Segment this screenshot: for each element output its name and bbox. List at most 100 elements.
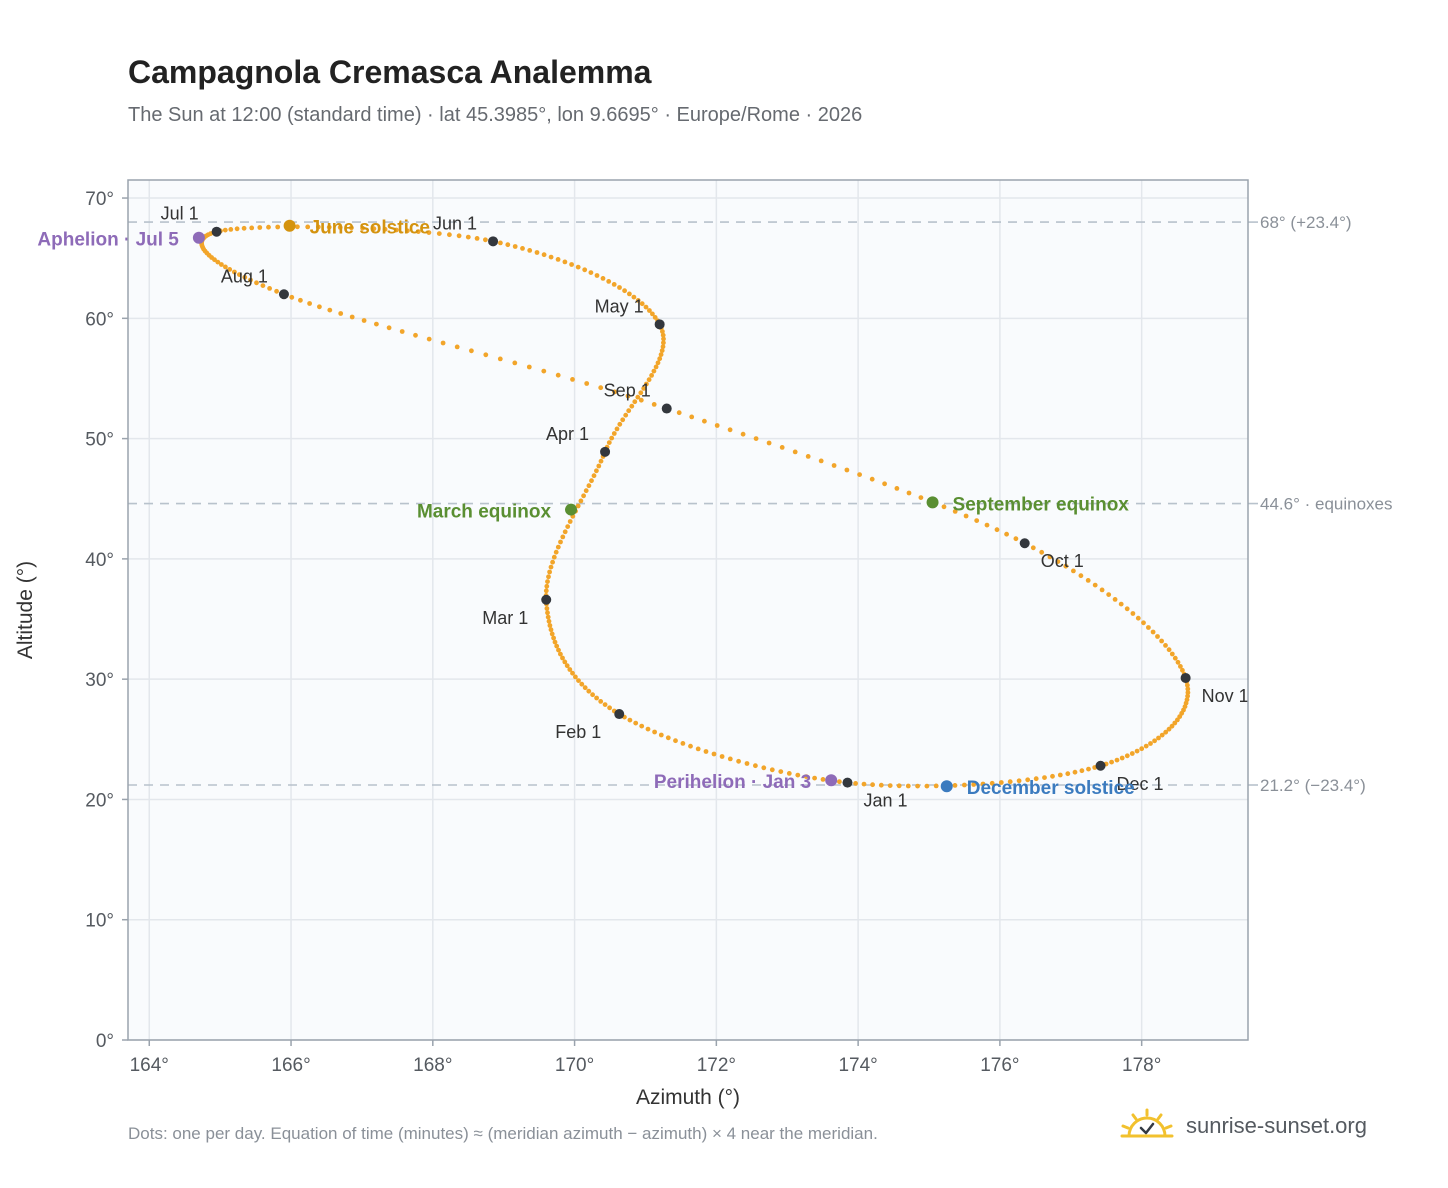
daily-dot bbox=[562, 259, 568, 265]
event-markers: June solstice December solstice March equi… bbox=[37, 218, 1134, 800]
daily-dot bbox=[512, 360, 518, 366]
y-tick-label: 0° bbox=[96, 1031, 114, 1052]
daily-dot bbox=[665, 735, 671, 741]
daily-dot bbox=[546, 574, 551, 580]
daily-dot bbox=[1152, 738, 1157, 744]
daily-dot bbox=[998, 780, 1004, 785]
daily-dot bbox=[1185, 690, 1191, 695]
daily-dot bbox=[635, 394, 641, 400]
x-tick-label: 166° bbox=[271, 1055, 310, 1076]
daily-dot bbox=[456, 233, 462, 239]
daily-dot bbox=[543, 588, 549, 594]
daily-dot bbox=[228, 227, 234, 232]
daily-dot bbox=[611, 282, 617, 287]
month-marker bbox=[654, 319, 665, 330]
daily-dot bbox=[653, 364, 659, 370]
daily-dot bbox=[436, 231, 442, 237]
daily-dot bbox=[1134, 748, 1140, 754]
daily-dot bbox=[676, 410, 682, 416]
daily-dot bbox=[626, 408, 632, 414]
daily-dot bbox=[896, 783, 902, 789]
daily-dot bbox=[242, 274, 248, 280]
daily-dot bbox=[548, 254, 554, 260]
daily-dot bbox=[1148, 741, 1153, 746]
daily-dot bbox=[753, 436, 759, 441]
daily-dot bbox=[778, 769, 784, 774]
daily-dot bbox=[413, 332, 418, 338]
daily-dot bbox=[620, 417, 626, 423]
daily-dot bbox=[1063, 563, 1069, 569]
daily-dot bbox=[617, 285, 622, 290]
daily-dot bbox=[555, 372, 561, 378]
x-tick-label: 178° bbox=[1122, 1055, 1161, 1076]
month-marker bbox=[614, 709, 625, 720]
daily-dot bbox=[596, 463, 602, 469]
daily-dot bbox=[1099, 587, 1105, 593]
daily-dot bbox=[611, 431, 617, 436]
daily-dot bbox=[915, 783, 920, 789]
daily-dot bbox=[649, 373, 654, 378]
daily-dot bbox=[548, 564, 554, 570]
daily-dot bbox=[1135, 615, 1141, 621]
x-tick-label: 168° bbox=[413, 1055, 452, 1076]
daily-dot bbox=[905, 783, 911, 789]
daily-dot bbox=[483, 237, 488, 243]
daily-dot bbox=[918, 495, 924, 500]
daily-dot bbox=[415, 229, 421, 235]
event-label: June solstice bbox=[310, 218, 430, 239]
daily-dot bbox=[554, 643, 560, 649]
daily-dot bbox=[541, 368, 547, 374]
daily-dot bbox=[644, 381, 649, 387]
sun-icon bbox=[1120, 1108, 1174, 1138]
daily-dot bbox=[371, 226, 377, 232]
daily-dot bbox=[266, 224, 271, 230]
daily-dot bbox=[695, 746, 701, 752]
brand-logo[interactable]: sunrise-sunset.org bbox=[1118, 1104, 1367, 1148]
daily-dot bbox=[227, 267, 233, 272]
daily-dot bbox=[652, 729, 657, 735]
daily-dot bbox=[1065, 771, 1071, 777]
daily-dot bbox=[727, 756, 733, 762]
daily-dot bbox=[1039, 549, 1045, 555]
daily-dot bbox=[565, 524, 571, 529]
daily-dot bbox=[361, 318, 367, 323]
daily-dot bbox=[1130, 611, 1136, 616]
daily-dot bbox=[622, 288, 627, 294]
daily-dot bbox=[1143, 743, 1149, 749]
daily-dot bbox=[575, 264, 581, 270]
daily-dot bbox=[1042, 775, 1047, 780]
daily-dot bbox=[1050, 773, 1055, 779]
y-tick-label: 60° bbox=[85, 309, 114, 330]
daily-dot bbox=[602, 702, 608, 707]
daily-dot bbox=[625, 393, 631, 399]
daily-dot bbox=[550, 559, 555, 565]
daily-dot bbox=[582, 267, 588, 273]
daily-dot bbox=[219, 262, 224, 267]
daily-dot bbox=[638, 397, 644, 403]
daily-dot bbox=[567, 667, 573, 672]
daily-dot bbox=[658, 732, 664, 738]
y-tick-label: 30° bbox=[85, 670, 114, 691]
daily-dot bbox=[861, 781, 867, 787]
daily-dot bbox=[327, 307, 333, 313]
daily-dot bbox=[818, 458, 824, 464]
daily-dot bbox=[527, 248, 533, 253]
daily-dot bbox=[1078, 573, 1084, 579]
daily-dot bbox=[534, 250, 540, 255]
daily-dot bbox=[1178, 664, 1183, 669]
daily-dot bbox=[440, 340, 446, 346]
daily-dot bbox=[555, 257, 561, 262]
month-marker bbox=[211, 226, 222, 237]
daily-dot bbox=[1139, 746, 1145, 752]
y-axis-ticks: 0° 10° 20° 30° 40° 50° 60° 70° bbox=[85, 189, 128, 1052]
daily-dot bbox=[633, 720, 639, 726]
daily-dot bbox=[744, 761, 750, 766]
daily-dot bbox=[551, 635, 556, 641]
month-label: Feb 1 bbox=[555, 722, 601, 742]
daily-dot bbox=[1092, 582, 1098, 588]
month-markers: Jan 1 Feb 1 Mar 1 Apr 1 May 1 Jun 1 Jul 1 Aug 1… bbox=[161, 204, 1249, 811]
daily-dot bbox=[546, 618, 552, 624]
daily-dot bbox=[469, 348, 474, 354]
daily-dot bbox=[598, 385, 604, 391]
daily-dot bbox=[570, 670, 575, 676]
